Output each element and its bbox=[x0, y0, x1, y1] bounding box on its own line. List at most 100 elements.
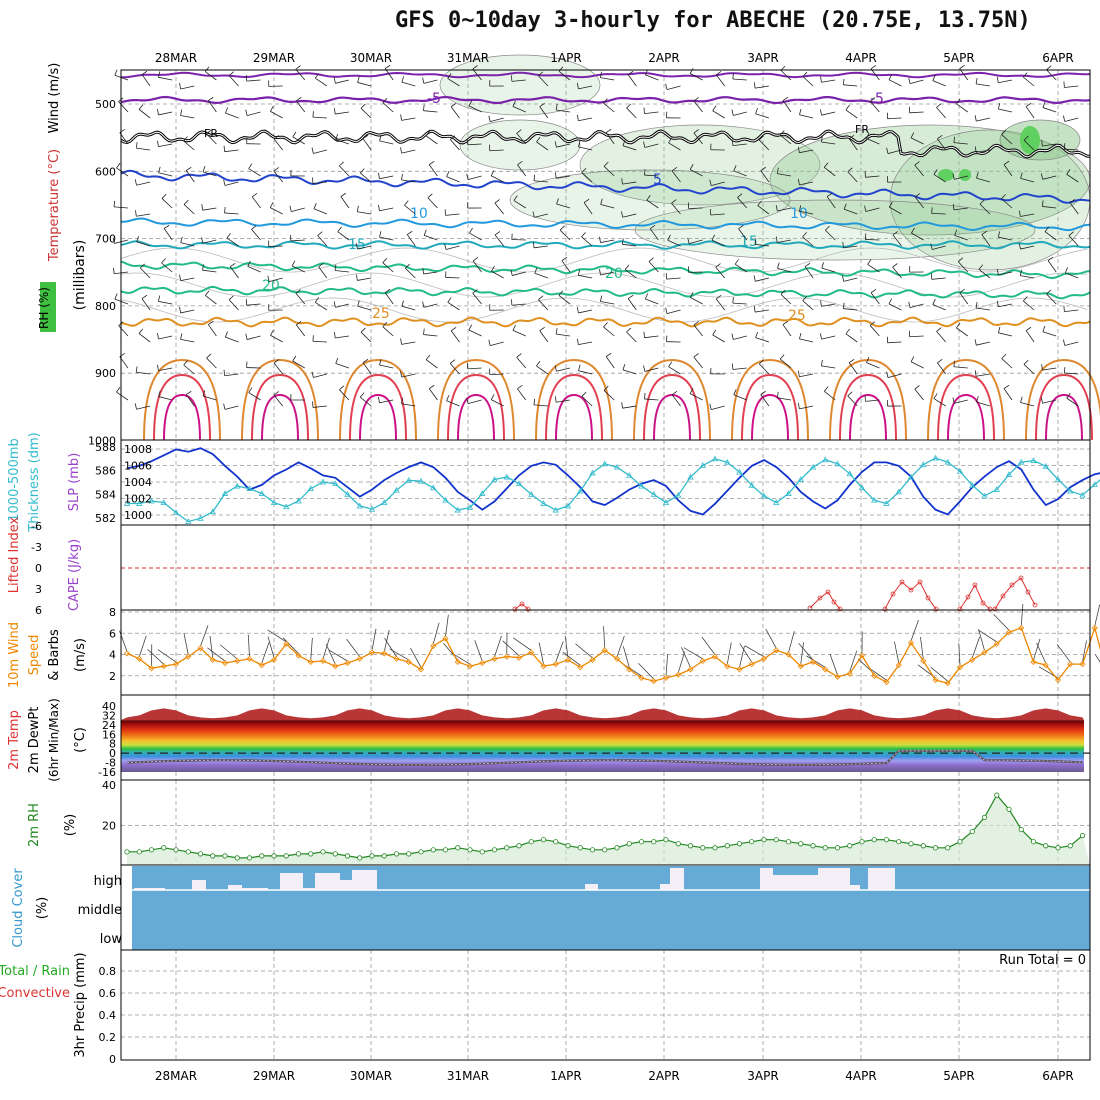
wind-barb bbox=[539, 106, 549, 119]
ylabel-precip: 3hr Precip (mm) bbox=[73, 952, 88, 1057]
wind10-barb bbox=[310, 637, 313, 660]
wind-barb-flag bbox=[494, 199, 500, 204]
wind-barb bbox=[180, 85, 195, 90]
wind-barb-flag bbox=[671, 167, 678, 172]
rh2m-point bbox=[687, 843, 694, 849]
wind-barb bbox=[335, 335, 350, 339]
wind-barb bbox=[821, 335, 836, 340]
wind-barb-flag bbox=[223, 145, 225, 152]
cloud-high-bar bbox=[850, 885, 860, 890]
wind10-barb bbox=[575, 643, 593, 659]
wind-barb-flag bbox=[888, 74, 893, 80]
wind-barb bbox=[865, 399, 880, 402]
slp-point bbox=[944, 458, 951, 465]
wind-barb bbox=[755, 113, 770, 119]
li-line bbox=[514, 603, 529, 610]
wind-barb-flag bbox=[959, 64, 965, 69]
wind10-point bbox=[601, 647, 608, 654]
wind-barb-flag bbox=[626, 327, 632, 333]
wind-barb-flag bbox=[116, 162, 121, 169]
wind-barb bbox=[870, 68, 880, 81]
wind-barb bbox=[936, 331, 947, 343]
wind-barb-flag bbox=[775, 236, 778, 243]
wind10-point bbox=[920, 657, 927, 664]
wind-barb bbox=[760, 170, 770, 183]
wind10-barb bbox=[502, 640, 520, 656]
y-tick: 582 bbox=[95, 512, 116, 525]
wind-barb-flag bbox=[693, 97, 699, 102]
wind-barb bbox=[118, 101, 129, 113]
wind-barb-flag bbox=[576, 114, 579, 121]
wind-barb-flag bbox=[558, 66, 564, 72]
wind-barb bbox=[937, 138, 947, 151]
ylabel-wind: Wind (m/s) bbox=[47, 63, 62, 134]
wind-barb-flag bbox=[378, 396, 380, 403]
cloud-level-label: low bbox=[100, 932, 123, 947]
wind-barb bbox=[843, 208, 858, 215]
wind-barb-flag bbox=[296, 97, 302, 102]
wind-barb bbox=[933, 174, 946, 183]
rh2m-point bbox=[357, 855, 363, 861]
wind-barb-flag bbox=[802, 232, 807, 238]
wind-barb bbox=[450, 139, 460, 151]
rh2m-point bbox=[798, 841, 804, 847]
wind-barb-flag bbox=[379, 231, 382, 238]
wind-barb bbox=[760, 394, 770, 407]
wind-barb bbox=[821, 303, 836, 307]
y-tick: 600 bbox=[95, 165, 116, 178]
wind-barb-flag bbox=[317, 231, 323, 236]
wind-barb-flag bbox=[1003, 384, 1010, 389]
isotherm-diurnal bbox=[153, 373, 211, 441]
wind-barb-flag bbox=[179, 83, 182, 90]
date-label-bottom: 6APR bbox=[1042, 1069, 1073, 1083]
li-point bbox=[1000, 593, 1006, 599]
y-tick: -8 bbox=[105, 757, 116, 770]
wind-barb bbox=[777, 239, 792, 243]
wind-barb bbox=[118, 325, 129, 337]
li-point bbox=[882, 606, 888, 612]
wind-barb bbox=[226, 237, 239, 247]
isotherm-label: 20 bbox=[262, 278, 280, 294]
wind-barb bbox=[754, 243, 769, 247]
wind-barb-flag bbox=[802, 71, 808, 77]
cloud-high-bar bbox=[280, 873, 303, 890]
wind-barb bbox=[981, 234, 991, 247]
wind-barb-flag bbox=[512, 100, 516, 107]
slp-point bbox=[699, 462, 706, 468]
wind-barb bbox=[340, 196, 350, 209]
wind-barb bbox=[1020, 275, 1035, 279]
wind-barb bbox=[158, 172, 173, 177]
y-tick: 586 bbox=[95, 465, 116, 478]
rh2m-point bbox=[332, 851, 338, 857]
wind-barb bbox=[959, 68, 969, 81]
y-tick: -16 bbox=[98, 766, 116, 779]
wind-barb-flag bbox=[204, 66, 210, 72]
wind-barb bbox=[848, 138, 858, 151]
wind-barb bbox=[202, 395, 217, 401]
wind-barb-flag bbox=[1066, 169, 1071, 175]
wind10-point bbox=[319, 657, 327, 664]
wind-barb bbox=[312, 181, 327, 184]
li-point bbox=[1009, 582, 1015, 588]
wind10-point bbox=[1018, 624, 1025, 632]
wind10-point bbox=[748, 660, 755, 668]
wind-barb bbox=[954, 234, 968, 241]
wind-barb bbox=[556, 143, 571, 148]
wind-barb-flag bbox=[400, 371, 403, 378]
wind-barb-flag bbox=[581, 391, 587, 397]
wind-barb bbox=[246, 79, 261, 82]
wind-barb-flag bbox=[936, 103, 942, 108]
wind-barb-flag bbox=[311, 147, 314, 154]
wind-barb bbox=[802, 300, 814, 311]
rh2m-point bbox=[994, 792, 1000, 798]
slp-point bbox=[552, 506, 559, 513]
isotherm-minus10 bbox=[121, 71, 1091, 79]
slp-point bbox=[368, 505, 376, 512]
wind-barb-flag bbox=[755, 107, 758, 114]
slp-point bbox=[430, 484, 437, 491]
wind-barb bbox=[1047, 260, 1057, 273]
wind-barb bbox=[843, 277, 858, 282]
wind-barb-flag bbox=[731, 109, 734, 116]
wind-barb bbox=[799, 338, 814, 343]
wind-barb bbox=[379, 364, 394, 369]
